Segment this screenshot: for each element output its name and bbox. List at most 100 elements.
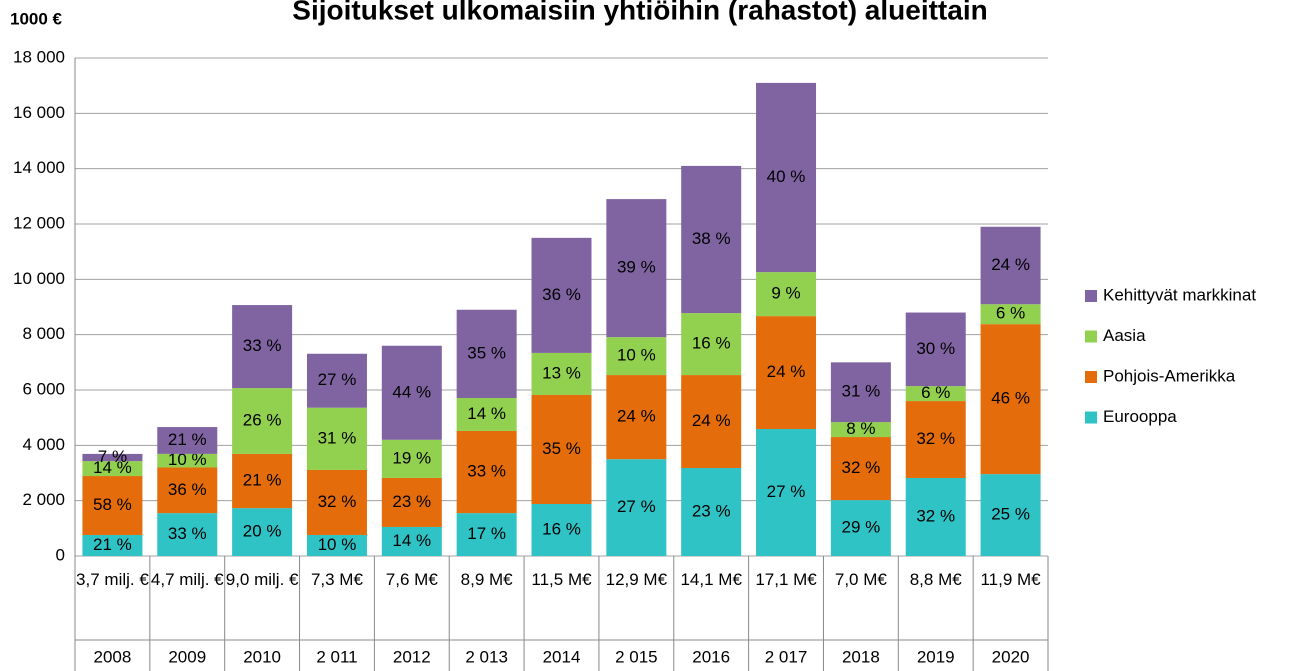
bar-segment [756, 429, 817, 556]
total-label: 14,1 M€ [680, 570, 742, 589]
total-label: 7,0 M€ [834, 570, 887, 589]
data-label: 23 % [692, 501, 731, 520]
bar-segment [456, 309, 517, 399]
x-tick-label: 2008 [94, 647, 132, 666]
y-tick-label: 8 000 [22, 324, 65, 343]
data-label: 39 % [617, 258, 656, 277]
data-label: 6 % [921, 383, 950, 402]
y-tick-label: 12 000 [13, 213, 65, 232]
bar-segment [232, 388, 293, 454]
x-tick-label: 2014 [543, 647, 581, 666]
total-label: 17,1 M€ [755, 570, 817, 589]
bar-segment [381, 345, 442, 440]
bar-segment [756, 316, 817, 430]
chart-title: Sijoitukset ulkomaisiin yhtiöihin (rahas… [292, 0, 987, 25]
data-label: 21 % [243, 471, 282, 490]
data-label: 38 % [692, 229, 731, 248]
bar-segment [531, 394, 592, 504]
data-label: 30 % [916, 339, 955, 358]
data-label: 32 % [318, 492, 357, 511]
data-label: 33 % [467, 462, 506, 481]
data-label: 32 % [916, 506, 955, 525]
bar-segment [531, 237, 592, 353]
data-label: 33 % [168, 524, 207, 543]
data-label: 14 % [392, 531, 431, 550]
bar-segment [306, 407, 367, 470]
bar-segment [306, 469, 367, 535]
bar-segment [82, 534, 143, 556]
data-label: 44 % [392, 382, 431, 401]
data-label: 31 % [318, 428, 357, 447]
data-label: 33 % [243, 336, 282, 355]
legend-label: Kehittyvät markkinat [1103, 285, 1256, 304]
data-label: 27 % [318, 370, 357, 389]
data-label: 35 % [467, 343, 506, 362]
x-tick-label: 2 017 [765, 647, 808, 666]
bar-segment [306, 534, 367, 556]
data-label: 19 % [392, 448, 431, 467]
data-label: 32 % [916, 429, 955, 448]
x-tick-label: 2 015 [615, 647, 658, 666]
x-tick-label: 2010 [243, 647, 281, 666]
data-label: 16 % [542, 519, 581, 538]
data-label: 21 % [93, 535, 132, 554]
data-label: 27 % [617, 497, 656, 516]
y-tick-label: 4 000 [22, 435, 65, 454]
data-label: 16 % [692, 334, 731, 353]
data-label: 10 % [168, 450, 207, 469]
y-tick-label: 6 000 [22, 379, 65, 398]
bar-segment [157, 453, 218, 468]
data-label: 7 % [98, 447, 127, 466]
bar-segment [82, 476, 143, 535]
y-tick-label: 10 000 [13, 269, 65, 288]
total-label: 7,6 M€ [385, 570, 438, 589]
data-label: 36 % [542, 285, 581, 304]
legend-label: Aasia [1103, 326, 1146, 345]
bar-segment [606, 459, 667, 556]
bar-segment [381, 477, 442, 527]
bar-segment [681, 468, 742, 556]
bar-segment [232, 508, 293, 556]
x-tick-label: 2019 [917, 647, 955, 666]
bar-segment [157, 427, 218, 454]
bar-segment [905, 401, 966, 478]
data-label: 8 % [846, 419, 875, 438]
legend-swatch [1085, 411, 1097, 424]
total-label: 7,3 M€ [310, 570, 363, 589]
bar-segment [606, 199, 667, 338]
data-label: 24 % [617, 407, 656, 426]
data-label: 26 % [243, 410, 282, 429]
bar-segment [456, 430, 517, 514]
data-label: 9 % [771, 284, 800, 303]
data-label: 27 % [767, 482, 806, 501]
data-label: 14 % [467, 404, 506, 423]
bar-segment [980, 304, 1041, 325]
legend-swatch [1085, 330, 1097, 343]
bar-segment [606, 337, 667, 376]
data-label: 20 % [243, 522, 282, 541]
bar-segment [157, 467, 218, 514]
data-label: 32 % [842, 458, 881, 477]
bar-segment [157, 513, 218, 556]
x-tick-label: 2016 [692, 647, 730, 666]
data-label: 31 % [842, 382, 881, 401]
data-label: 21 % [168, 430, 207, 449]
bar-segment [830, 362, 891, 423]
total-label: 9,0 milj. € [225, 570, 299, 589]
data-label: 58 % [93, 495, 132, 514]
data-label: 10 % [617, 346, 656, 365]
bar-segment [232, 453, 293, 509]
bar-segment [980, 324, 1041, 475]
legend-label: Eurooppa [1103, 407, 1177, 426]
bar-segment [531, 352, 592, 395]
bar-segment [306, 353, 367, 408]
data-label: 46 % [991, 389, 1030, 408]
bar-segment [681, 375, 742, 469]
bar-segment [830, 422, 891, 438]
y-tick-label: 0 [56, 545, 65, 564]
data-label: 40 % [767, 167, 806, 186]
total-label: 8,8 M€ [909, 570, 962, 589]
bar-segment [756, 272, 817, 317]
y-axis-label: 1000 € [10, 9, 63, 28]
data-label: 10 % [318, 535, 357, 554]
